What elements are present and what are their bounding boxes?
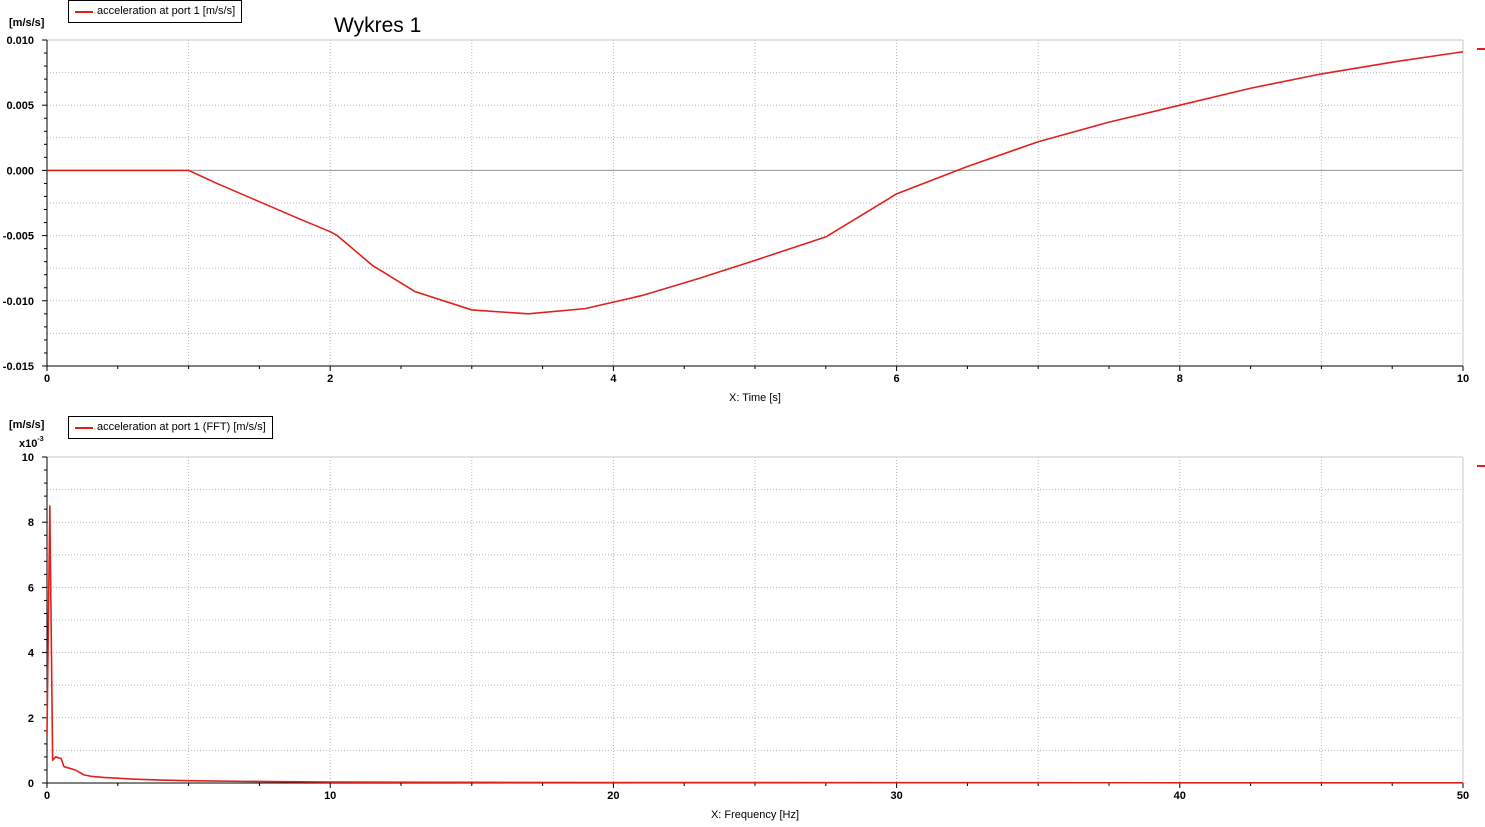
x-tick-label: 10 (1457, 373, 1469, 385)
x-tick-label: 0 (44, 373, 50, 385)
bottom-legend[interactable]: acceleration at port 1 (FFT) [m/s/s] (68, 416, 273, 439)
x-tick-label: 8 (1177, 373, 1183, 385)
y-tick-label: 0.005 (6, 100, 34, 112)
y-tick-label: -0.010 (3, 296, 34, 308)
x-tick-label: 0 (44, 790, 50, 802)
legend-line-icon (75, 426, 93, 429)
top-legend-label: acceleration at port 1 [m/s/s] (97, 5, 236, 17)
y-tick-label: 0.000 (6, 165, 34, 177)
chart-title: Wykres 1 (334, 14, 422, 37)
top-legend[interactable]: acceleration at port 1 [m/s/s] (68, 0, 243, 23)
y-tick-label: -0.015 (3, 361, 34, 373)
y-tick-label: 6 (28, 582, 34, 594)
y-tick-label: 0.010 (6, 35, 34, 47)
series-line (47, 50, 1464, 315)
x-tick-label: 50 (1457, 790, 1469, 802)
y-tick-label: 2 (28, 713, 34, 725)
x-axis-label: X: Frequency [Hz] (711, 809, 799, 821)
x-axis-label: X: Time [s] (729, 392, 781, 404)
y-tick-label: 8 (28, 517, 34, 529)
time-domain-plot: 0 2 4 6 8 10 X: Time [s] 0.010 0.005 0.000 -0.005 -… (3, 35, 1469, 404)
bottom-y-multiplier: x10-3 (19, 436, 44, 450)
y-tick-label: 10 (22, 452, 34, 464)
bottom-edge-marker (1477, 465, 1485, 467)
bottom-legend-label: acceleration at port 1 (FFT) [m/s/s] (97, 421, 266, 433)
x-tick-label: 2 (327, 373, 333, 385)
y-tick-label: -0.005 (3, 231, 34, 243)
top-edge-marker (1477, 48, 1485, 50)
y-tick-label: 4 (28, 648, 35, 660)
x-tick-label: 4 (610, 373, 617, 385)
x-tick-label: 30 (890, 790, 902, 802)
top-y-unit: [m/s/s] (9, 17, 45, 29)
y-tick-label: 0 (28, 778, 34, 790)
series-line (46, 505, 1464, 784)
x-tick-label: 20 (607, 790, 619, 802)
x-tick-label: 40 (1174, 790, 1186, 802)
legend-line-icon (75, 10, 93, 13)
x-tick-label: 6 (894, 373, 900, 385)
bottom-y-unit: [m/s/s] (9, 419, 45, 431)
x-tick-label: 10 (324, 790, 336, 802)
